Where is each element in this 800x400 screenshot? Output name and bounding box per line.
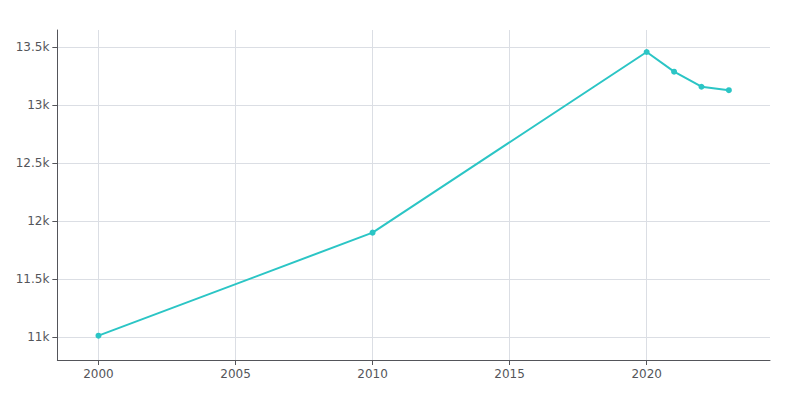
svg-text:13k: 13k: [27, 98, 49, 112]
svg-text:2020: 2020: [631, 367, 662, 381]
svg-text:2005: 2005: [220, 367, 251, 381]
svg-text:2015: 2015: [494, 367, 525, 381]
svg-text:13.5k: 13.5k: [16, 40, 50, 54]
svg-text:2010: 2010: [357, 367, 388, 381]
svg-text:12k: 12k: [27, 214, 49, 228]
svg-text:11.5k: 11.5k: [16, 272, 50, 286]
svg-text:11k: 11k: [27, 330, 49, 344]
svg-text:12.5k: 12.5k: [16, 156, 50, 170]
svg-text:2000: 2000: [83, 367, 114, 381]
